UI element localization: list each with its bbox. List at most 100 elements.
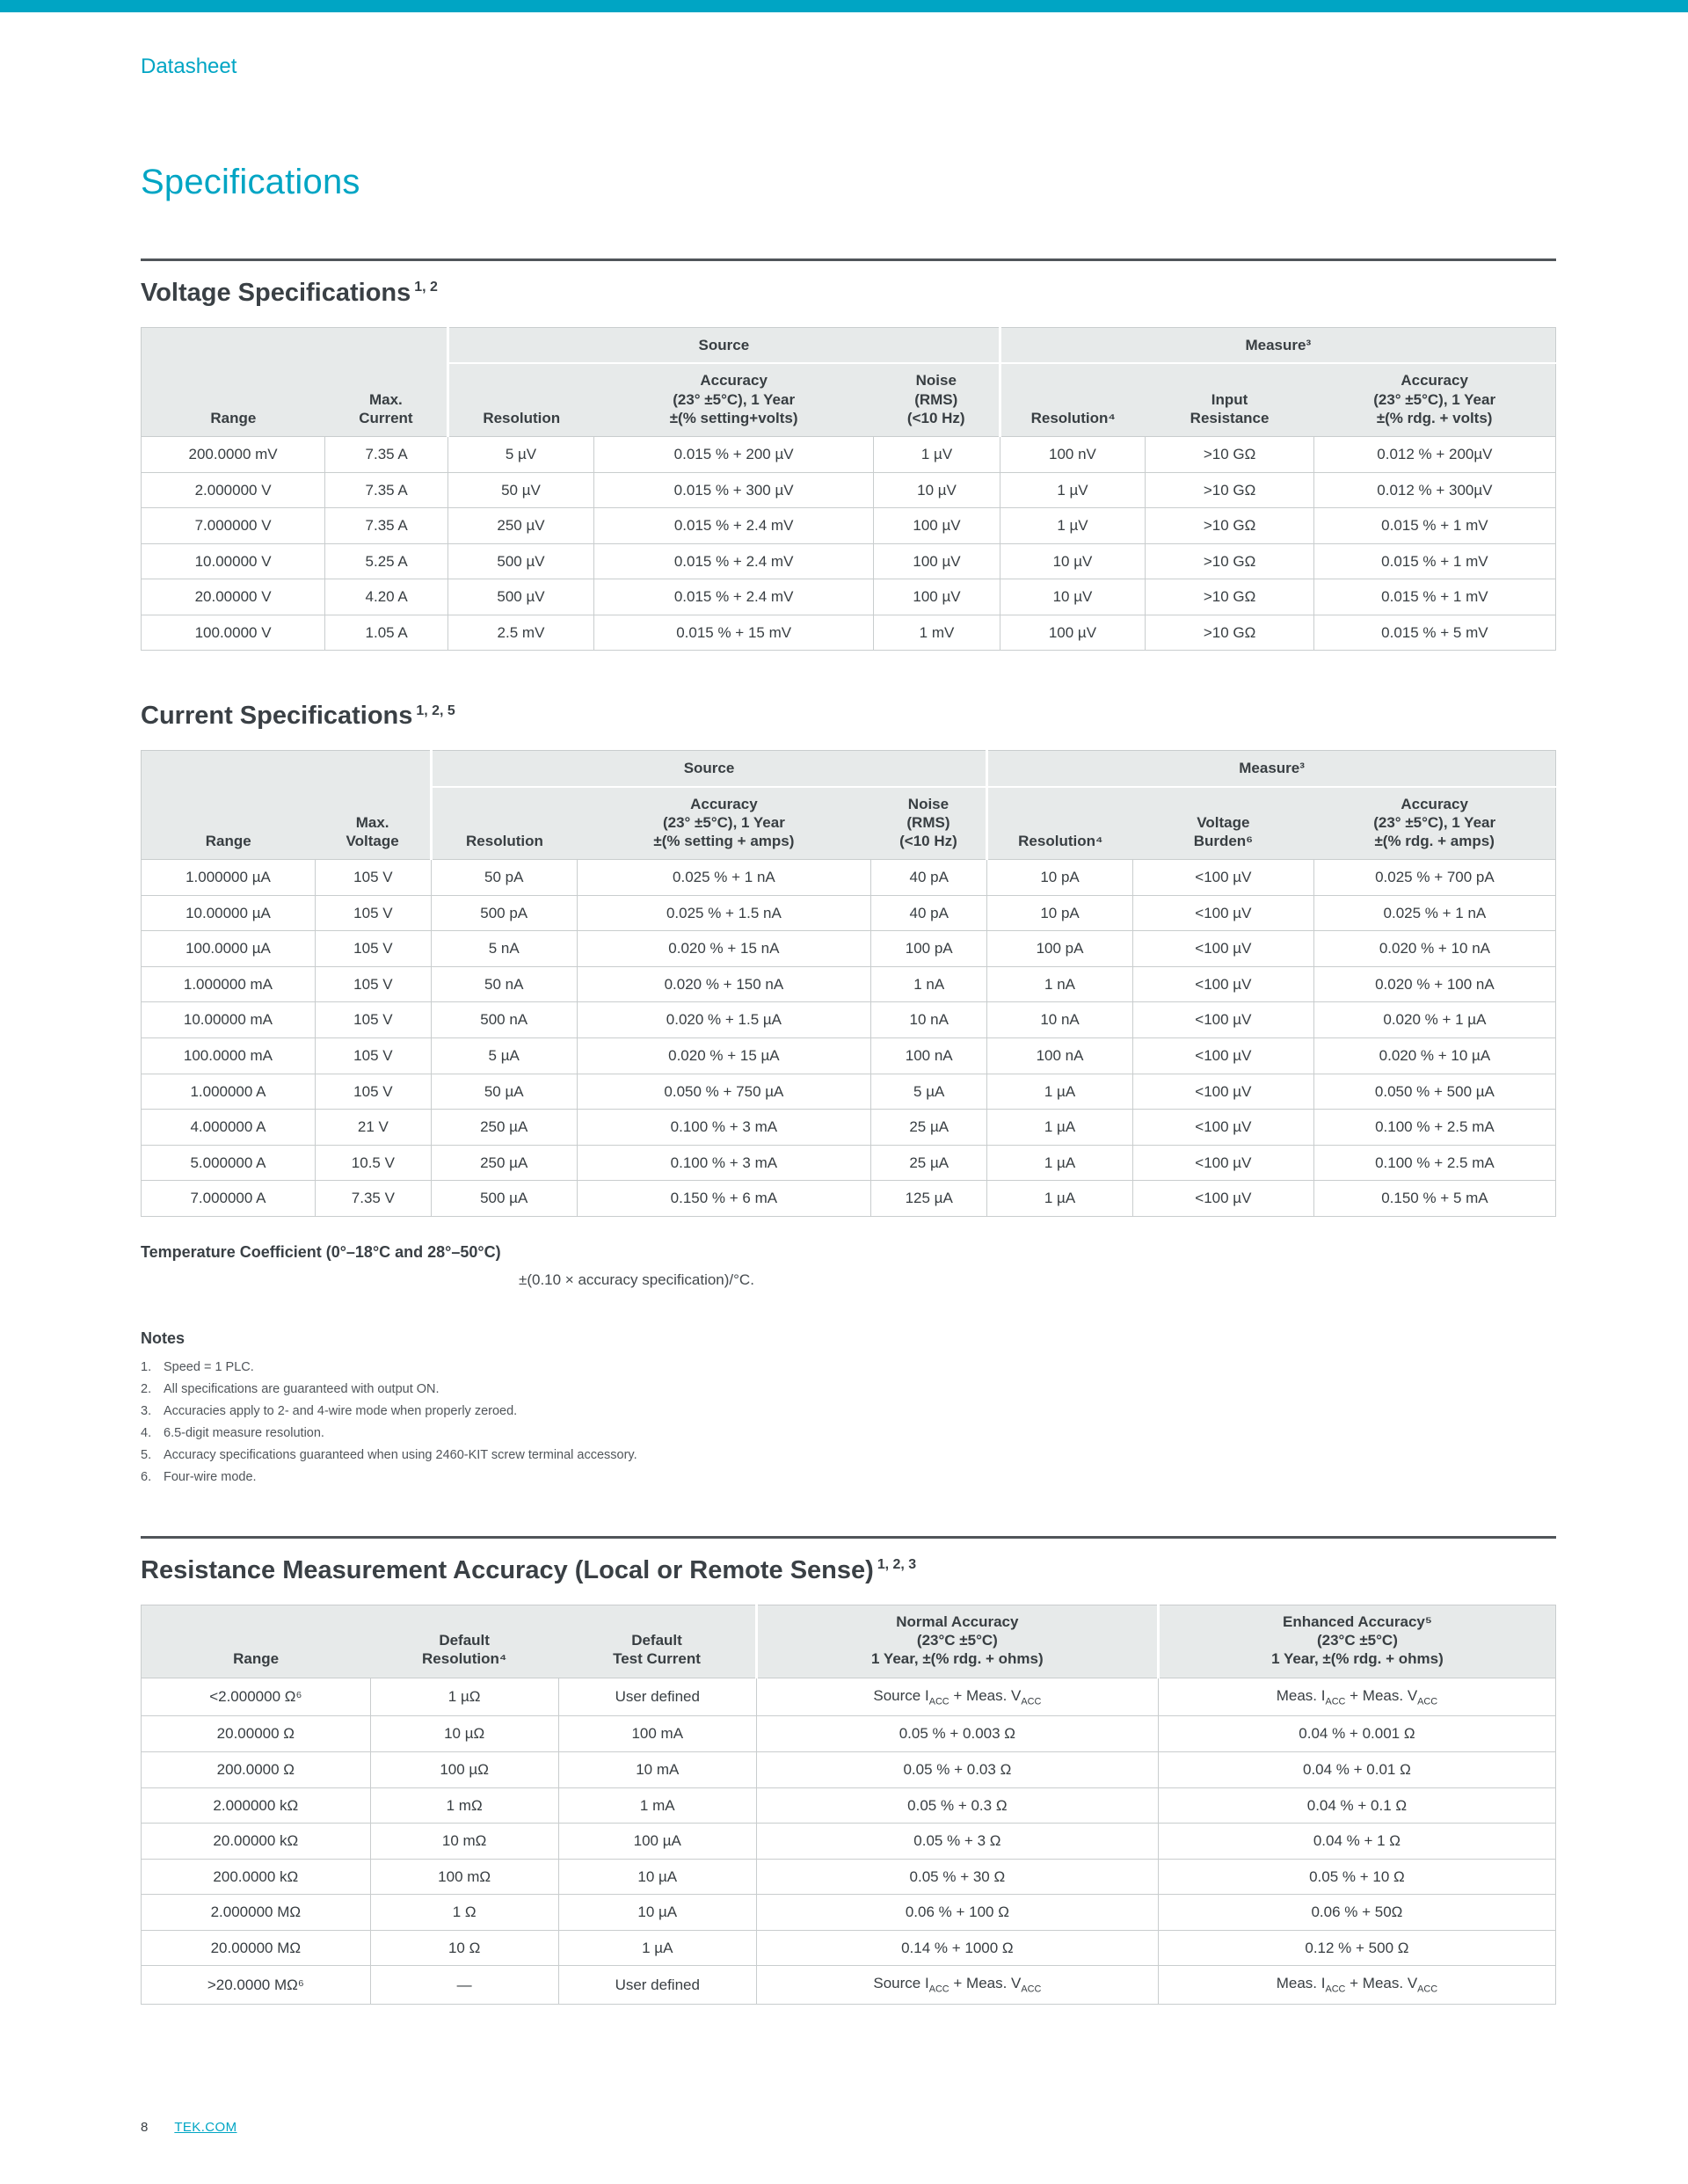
tek-com-link[interactable]: TEK.COM [174, 2120, 237, 2135]
table-cell: 0.12 % + 500 Ω [1157, 1929, 1557, 1967]
table-cell: 0.015 % + 5 mV [1313, 614, 1557, 652]
note-text: Accuracy specifications guaranteed when … [164, 1447, 637, 1462]
column-header-max-voltage: Max. Voltage [315, 786, 432, 860]
column-header-max-current: Max. Current [324, 363, 448, 437]
table-cell: 0.150 % + 5 mA [1313, 1180, 1557, 1217]
table-cell: 500 µV [447, 542, 594, 580]
table-cell: 105 V [314, 894, 432, 932]
table-cell: 10 mA [557, 1751, 757, 1788]
table-cell: <100 µV [1131, 894, 1314, 932]
table-cell: 7.000000 V [140, 507, 326, 544]
note-number: 6. [141, 1469, 152, 1484]
table-row: 20.00000 V 4.20 A 500 µV 0.015 % + 2.4 mV 10… [140, 579, 1557, 615]
table-cell: 0.100 % + 3 mA [576, 1144, 872, 1182]
table-cell: 250 µV [447, 507, 594, 544]
table-cell: 0.05 % + 30 Ω [755, 1858, 1159, 1896]
table-cell: 100 mΩ [369, 1858, 559, 1896]
table-cell: 105 V [314, 965, 432, 1003]
table-cell: 0.015 % + 1 mV [1313, 507, 1557, 544]
table-cell: 2.000000 MΩ [141, 1894, 371, 1931]
note-item: 5. Accuracy specifications guaranteed whe… [141, 1446, 1556, 1465]
table-cell: 0.050 % + 500 µA [1313, 1073, 1557, 1110]
column-header-measure-resolution: Resolution⁴ [998, 363, 1146, 437]
table-cell: 1 µA [557, 1929, 757, 1967]
table-cell: <100 µV [1131, 1144, 1314, 1182]
note-item: 4. 6.5-digit measure resolution. [141, 1424, 1556, 1443]
table-cell: Source IACC + Meas. VACC [755, 1677, 1159, 1717]
table-cell: >10 GΩ [1145, 436, 1314, 473]
table-cell: 1 µA [986, 1180, 1133, 1217]
table-cell: 500 pA [430, 894, 578, 932]
table-cell: 1 µV [873, 436, 1000, 473]
table-cell: 100.0000 mA [141, 1037, 316, 1074]
table-cell: 10 µV [999, 542, 1146, 580]
column-header-source-accuracy: Accuracy (23° ±5°C), 1 Year ±(% setting … [577, 786, 871, 860]
table-cell: 0.06 % + 50Ω [1157, 1894, 1557, 1931]
table-cell: 5 nA [430, 930, 578, 967]
table-cell: 0.100 % + 3 mA [576, 1109, 872, 1146]
table-cell: 0.020 % + 1.5 µA [576, 1001, 872, 1039]
table-cell: 0.020 % + 10 nA [1313, 930, 1557, 967]
note-item: 3. Accuracies apply to 2- and 4-wire mode… [141, 1402, 1556, 1421]
table-cell: 2.000000 V [140, 471, 326, 509]
table-cell: 0.05 % + 0.3 Ω [755, 1787, 1159, 1824]
current-spec-table: Source Measure³ Range Max. Voltage Resol… [141, 750, 1557, 1217]
table-cell: 10 nA [986, 1001, 1133, 1039]
table-cell: 1.000000 mA [141, 965, 316, 1003]
note-number: 4. [141, 1425, 152, 1440]
table-cell: 0.14 % + 1000 Ω [755, 1929, 1159, 1967]
table-cell: 100.0000 µA [141, 930, 316, 967]
current-table-body: 1.000000 µA 105 V 50 pA 0.025 % + 1 nA 40 pA… [141, 859, 1557, 1217]
table-cell: 10.00000 V [140, 542, 326, 580]
brand-top-bar [0, 0, 1688, 12]
table-cell: 1 µΩ [369, 1677, 559, 1717]
table-cell: 7.35 V [314, 1180, 432, 1217]
table-cell: 0.015 % + 2.4 mV [593, 542, 875, 580]
table-row: 1.000000 A 105 V 50 µA 0.050 % + 750 µA 5 µA… [141, 1073, 1557, 1110]
table-cell: 0.020 % + 15 µA [576, 1037, 872, 1074]
section-title: Current Specifications [141, 702, 413, 731]
table-cell: 25 µA [870, 1144, 988, 1182]
table-cell: 100 µΩ [369, 1751, 559, 1788]
table-cell: 250 µA [430, 1109, 578, 1146]
temperature-coefficient-block: Temperature Coefficient (0°–18°C and 28°… [141, 1243, 1556, 1289]
table-cell: 1 µV [999, 471, 1146, 509]
heading-footnote-refs: 1, 2, 3 [877, 1557, 917, 1573]
table-cell: <100 µV [1131, 930, 1314, 967]
section-divider [141, 1535, 1556, 1539]
table-cell: 20.00000 Ω [141, 1715, 371, 1753]
table-cell: 10.00000 µA [141, 894, 316, 932]
table-row: 100.0000 V 1.05 A 2.5 mV 0.015 % + 15 mV 1 m… [140, 614, 1557, 652]
table-cell: 200.0000 Ω [141, 1751, 371, 1788]
note-number: 5. [141, 1447, 152, 1462]
table-row: 10.00000 mA 105 V 500 nA 0.020 % + 1.5 µA 10… [141, 1001, 1557, 1039]
temperature-coefficient-label: Temperature Coefficient (0°–18°C and 28°… [141, 1242, 501, 1261]
column-header-range: Range [141, 363, 325, 437]
table-cell: 40 pA [870, 894, 988, 932]
column-header-noise: Noise (RMS) (<10 Hz) [870, 786, 987, 860]
table-cell: 0.04 % + 0.1 Ω [1157, 1787, 1557, 1824]
table-cell: 250 µA [430, 1144, 578, 1182]
table-cell: 1 nA [986, 965, 1133, 1003]
table-cell: 20.00000 V [140, 579, 326, 615]
page-number: 8 [141, 2120, 149, 2135]
page-title: Specifications [141, 163, 360, 201]
table-cell: 4.000000 A [141, 1109, 316, 1146]
table-cell: 0.100 % + 2.5 mA [1313, 1109, 1557, 1146]
source-group-header: Source [447, 327, 1000, 365]
note-number: 3. [141, 1403, 152, 1418]
table-cell: 100 pA [870, 930, 988, 967]
table-cell: 50 µV [447, 471, 594, 509]
table-cell: 20.00000 kΩ [141, 1823, 371, 1860]
table-cell: 21 V [314, 1109, 432, 1146]
table-cell: 200.0000 kΩ [141, 1858, 371, 1896]
table-cell: <100 µV [1131, 965, 1314, 1003]
table-cell: 0.015 % + 15 mV [593, 614, 875, 652]
table-cell: 10 µA [557, 1858, 757, 1896]
document-type-label: Datasheet [141, 55, 237, 78]
table-cell: <100 µV [1131, 1109, 1314, 1146]
table-group-header-row: Source Measure³ [141, 750, 1556, 788]
table-cell: 0.100 % + 2.5 mA [1313, 1144, 1557, 1182]
